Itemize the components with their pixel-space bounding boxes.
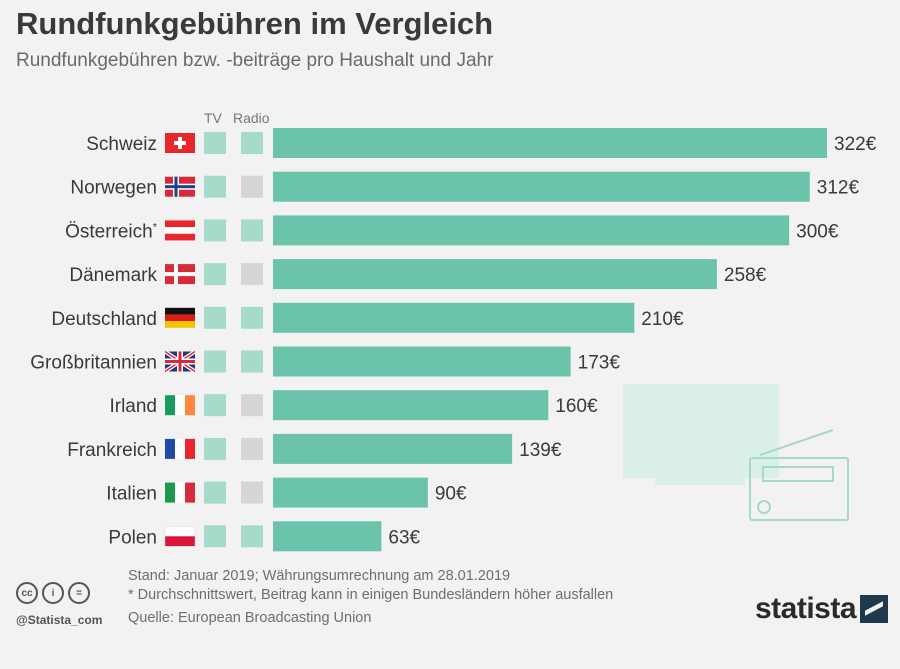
source-note: Quelle: European Broadcasting Union: [128, 610, 372, 626]
footnote-mark: *: [153, 221, 158, 233]
category-label: Norwegen: [70, 178, 157, 199]
radio-indicator: [241, 394, 263, 417]
value-label: 90€: [435, 484, 467, 505]
pl-flag-icon: [164, 526, 196, 547]
tv-indicator: [204, 263, 226, 286]
tv-column-header: TV: [204, 110, 222, 126]
radio-indicator: [241, 437, 263, 460]
noderivs-icon[interactable]: =: [68, 582, 90, 604]
footnote-average: * Durchschnittswert, Beitrag kann in ein…: [128, 587, 614, 603]
category-label: Polen: [108, 527, 157, 548]
statista-wordmark: statista: [755, 592, 857, 625]
bar: [273, 477, 428, 508]
statista-logo[interactable]: statista: [755, 592, 889, 626]
value-label: 139€: [519, 440, 562, 461]
fr-flag-icon: [165, 438, 195, 459]
chart-subtitle: Rundfunkgebühren bzw. -beiträge pro Haus…: [16, 50, 494, 71]
category-label: Deutschland: [51, 309, 157, 330]
statista-credit[interactable]: @Statista_com: [16, 613, 103, 627]
radio-indicator: [241, 350, 263, 373]
category-label: Italien: [106, 484, 157, 505]
bar-row: Norwegen 312€: [70, 171, 860, 202]
tv-indicator: [204, 219, 226, 242]
radio-illustration: [749, 429, 849, 521]
bar-row: Italien 90€: [106, 477, 467, 508]
bar-row: Polen 63€: [108, 521, 421, 552]
dk-flag-icon: [165, 264, 195, 285]
value-label: 312€: [817, 178, 860, 199]
radio-indicator: [241, 525, 263, 548]
radio-indicator: [241, 481, 263, 504]
radio-indicator: [241, 132, 263, 154]
bar-row: Großbritannien 173€: [30, 346, 621, 377]
tv-indicator: [204, 394, 226, 417]
ie-flag-icon: [165, 395, 195, 416]
category-label: Frankreich: [67, 440, 157, 461]
it-flag-icon: [165, 482, 195, 503]
radio-indicator: [241, 219, 263, 242]
value-label: 322€: [834, 134, 877, 155]
attribution-icon[interactable]: i: [42, 582, 64, 604]
tv-stand-illustration: [655, 477, 745, 485]
radio-indicator: [241, 263, 263, 286]
gb-flag-icon: [163, 349, 197, 374]
bar-row: Deutschland 210€: [51, 302, 684, 333]
tv-indicator: [204, 132, 226, 154]
bar: [273, 215, 790, 246]
bar: [273, 433, 513, 464]
bar: [273, 171, 810, 202]
value-label: 210€: [641, 309, 684, 330]
cc-icon[interactable]: cc: [16, 582, 38, 604]
tv-indicator: [204, 525, 226, 548]
value-label: 63€: [388, 527, 420, 548]
footnote-date: Stand: Januar 2019; Währungsumrechnung a…: [128, 568, 511, 584]
tv-indicator: [204, 350, 226, 373]
category-label: Schweiz: [86, 134, 157, 155]
tv-indicator: [204, 175, 226, 198]
ch-flag-icon: [165, 133, 195, 153]
bar: [273, 302, 635, 333]
tv-indicator: [204, 481, 226, 504]
category-label: Österreich*: [65, 221, 158, 242]
tv-radio-illustration: [623, 384, 849, 521]
radio-column-header: Radio: [233, 110, 270, 126]
value-label: 173€: [578, 353, 621, 374]
de-flag-icon: [165, 307, 195, 328]
category-label: Irland: [109, 396, 157, 417]
chart-title: Rundfunkgebühren im Vergleich: [16, 6, 494, 41]
bar: [273, 521, 382, 552]
bar-row: Österreich* 300€: [65, 215, 839, 246]
bar-row: Frankreich 139€: [67, 433, 562, 464]
value-label: 160€: [555, 396, 598, 417]
bar-row: Schweiz 322€: [86, 128, 877, 158]
bar: [273, 390, 549, 421]
value-label: 258€: [724, 265, 767, 286]
at-flag-icon: [165, 220, 195, 241]
value-label: 300€: [796, 221, 839, 242]
tv-indicator: [204, 437, 226, 460]
bar: [273, 259, 717, 290]
tv-illustration: [623, 384, 779, 478]
bar: [273, 346, 571, 377]
radio-indicator: [241, 306, 263, 329]
bar-row: Irland 160€: [109, 390, 598, 421]
bar: [273, 128, 827, 158]
radio-indicator: [241, 175, 263, 198]
bar-row: Dänemark 258€: [69, 259, 767, 290]
category-label: Dänemark: [69, 265, 157, 286]
no-flag-icon: [165, 176, 195, 197]
category-label: Großbritannien: [30, 353, 157, 374]
statista-mark-icon: [860, 595, 889, 623]
tv-indicator: [204, 306, 226, 329]
license-icons: cc i =: [16, 582, 90, 604]
